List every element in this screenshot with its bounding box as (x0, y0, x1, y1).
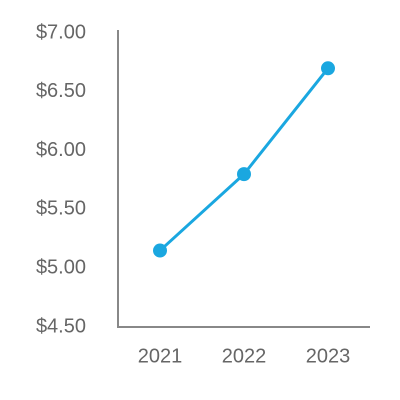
y-tick-label: $4.50 (36, 315, 86, 337)
y-tick-label: $5.00 (36, 256, 86, 278)
y-tick-label: $5.50 (36, 198, 86, 220)
y-tick-label: $6.50 (36, 80, 86, 102)
point (321, 61, 335, 76)
line (158, 67, 330, 252)
x-tick-label: 2022 (222, 345, 267, 367)
y-tick-label: $6.00 (36, 139, 86, 161)
point (153, 243, 167, 258)
x-tick-label: 2023 (306, 345, 351, 367)
x-tick-label: 2021 (138, 345, 183, 367)
y-tick-label: $7.00 (36, 21, 86, 43)
point (237, 167, 251, 182)
